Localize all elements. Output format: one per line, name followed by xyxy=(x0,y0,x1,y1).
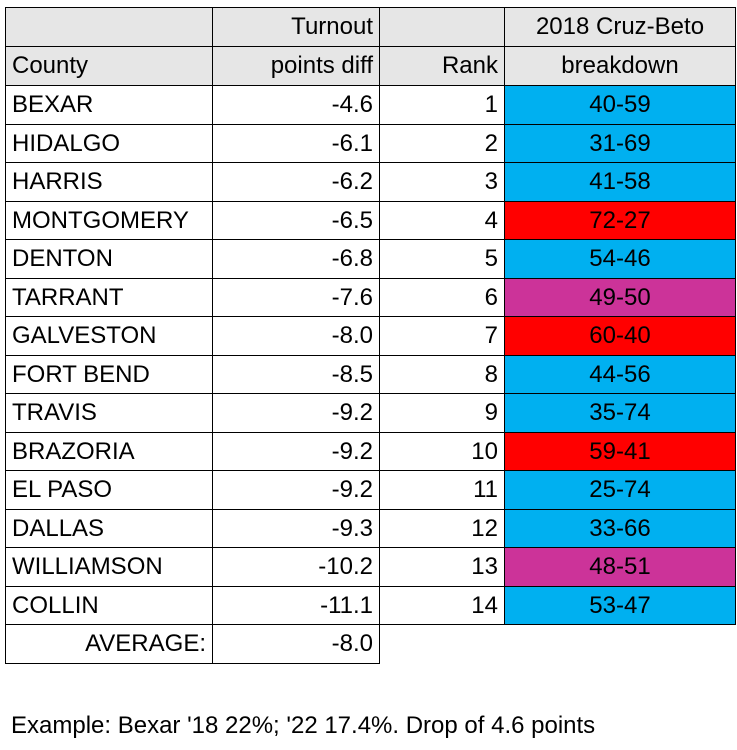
turnout-table: Turnout 2018 Cruz-Beto County points dif… xyxy=(5,7,736,664)
rank-cell: 5 xyxy=(379,239,505,279)
turnout-diff-cell: -10.2 xyxy=(212,547,380,587)
empty-cell xyxy=(380,625,505,664)
table-row: MONTGOMERY -6.5 4 72-27 xyxy=(5,200,736,240)
breakdown-cell: 33-66 xyxy=(504,508,736,548)
rank-header-blank xyxy=(379,7,505,47)
county-cell: BEXAR xyxy=(5,85,213,125)
county-cell: COLLIN xyxy=(5,585,213,625)
breakdown-cell: 40-59 xyxy=(504,85,736,125)
table-row: GALVESTON -8.0 7 60-40 xyxy=(5,316,736,356)
breakdown-cell: 44-56 xyxy=(504,354,736,394)
breakdown-cell: 60-40 xyxy=(504,316,736,356)
table-row: WILLIAMSON -10.2 13 48-51 xyxy=(5,547,736,587)
turnout-diff-cell: -4.6 xyxy=(212,85,380,125)
turnout-diff-cell: -7.6 xyxy=(212,277,380,317)
county-cell: BRAZORIA xyxy=(5,431,213,471)
turnout-diff-cell: -9.2 xyxy=(212,431,380,471)
turnout-diff-cell: -11.1 xyxy=(212,585,380,625)
turnout-diff-cell: -9.2 xyxy=(212,393,380,433)
rank-cell: 1 xyxy=(379,85,505,125)
breakdown-cell: 54-46 xyxy=(504,239,736,279)
turnout-diff-cell: -8.0 xyxy=(212,316,380,356)
turnout-diff-cell: -6.8 xyxy=(212,239,380,279)
breakdown-cell: 48-51 xyxy=(504,547,736,587)
table-row: DALLAS -9.3 12 33-66 xyxy=(5,508,736,548)
breakdown-cell: 53-47 xyxy=(504,585,736,625)
table-row: TARRANT -7.6 6 49-50 xyxy=(5,277,736,317)
turnout-diff-cell: -9.3 xyxy=(212,508,380,548)
breakdown-header-line1: 2018 Cruz-Beto xyxy=(504,7,736,47)
breakdown-cell: 31-69 xyxy=(504,123,736,163)
average-label: AVERAGE: xyxy=(5,624,213,664)
rank-cell: 13 xyxy=(379,547,505,587)
turnout-diff-cell: -6.1 xyxy=(212,123,380,163)
empty-cell xyxy=(505,625,736,664)
county-cell: HIDALGO xyxy=(5,123,213,163)
breakdown-header-line2: breakdown xyxy=(504,46,736,86)
rank-header: Rank xyxy=(379,46,505,86)
breakdown-cell: 59-41 xyxy=(504,431,736,471)
breakdown-cell: 25-74 xyxy=(504,470,736,510)
rank-cell: 2 xyxy=(379,123,505,163)
breakdown-cell: 72-27 xyxy=(504,200,736,240)
table-row: HIDALGO -6.1 2 31-69 xyxy=(5,123,736,163)
county-cell: TRAVIS xyxy=(5,393,213,433)
diff-header-line2: points diff xyxy=(212,46,380,86)
county-cell: EL PASO xyxy=(5,470,213,510)
turnout-diff-cell: -6.2 xyxy=(212,162,380,202)
header-row-1: Turnout 2018 Cruz-Beto xyxy=(5,7,736,47)
rank-cell: 4 xyxy=(379,200,505,240)
county-cell: DALLAS xyxy=(5,508,213,548)
rank-cell: 14 xyxy=(379,585,505,625)
rank-cell: 8 xyxy=(379,354,505,394)
example-note: Example: Bexar '18 22%; '22 17.4%. Drop … xyxy=(11,712,596,739)
table-row: BEXAR -4.6 1 40-59 xyxy=(5,85,736,125)
average-row: AVERAGE: -8.0 xyxy=(5,624,736,664)
county-cell: HARRIS xyxy=(5,162,213,202)
county-cell: MONTGOMERY xyxy=(5,200,213,240)
turnout-diff-cell: -8.5 xyxy=(212,354,380,394)
breakdown-cell: 49-50 xyxy=(504,277,736,317)
county-header: County xyxy=(5,46,213,86)
table-row: TRAVIS -9.2 9 35-74 xyxy=(5,393,736,433)
rank-cell: 11 xyxy=(379,470,505,510)
breakdown-cell: 35-74 xyxy=(504,393,736,433)
breakdown-cell: 41-58 xyxy=(504,162,736,202)
rank-cell: 10 xyxy=(379,431,505,471)
county-cell: GALVESTON xyxy=(5,316,213,356)
county-cell: DENTON xyxy=(5,239,213,279)
turnout-diff-cell: -6.5 xyxy=(212,200,380,240)
table-row: FORT BEND -8.5 8 44-56 xyxy=(5,354,736,394)
header-row-2: County points diff Rank breakdown xyxy=(5,46,736,86)
rank-cell: 7 xyxy=(379,316,505,356)
table-row: COLLIN -11.1 14 53-47 xyxy=(5,585,736,625)
county-cell: WILLIAMSON xyxy=(5,547,213,587)
rank-cell: 9 xyxy=(379,393,505,433)
table-row: BRAZORIA -9.2 10 59-41 xyxy=(5,431,736,471)
diff-header-line1: Turnout xyxy=(212,7,380,47)
county-header-blank xyxy=(5,7,213,47)
rank-cell: 3 xyxy=(379,162,505,202)
rank-cell: 12 xyxy=(379,508,505,548)
table-row: EL PASO -9.2 11 25-74 xyxy=(5,470,736,510)
rank-cell: 6 xyxy=(379,277,505,317)
average-value: -8.0 xyxy=(212,624,380,664)
county-cell: TARRANT xyxy=(5,277,213,317)
county-cell: FORT BEND xyxy=(5,354,213,394)
turnout-diff-cell: -9.2 xyxy=(212,470,380,510)
table-row: HARRIS -6.2 3 41-58 xyxy=(5,162,736,202)
table-row: DENTON -6.8 5 54-46 xyxy=(5,239,736,279)
